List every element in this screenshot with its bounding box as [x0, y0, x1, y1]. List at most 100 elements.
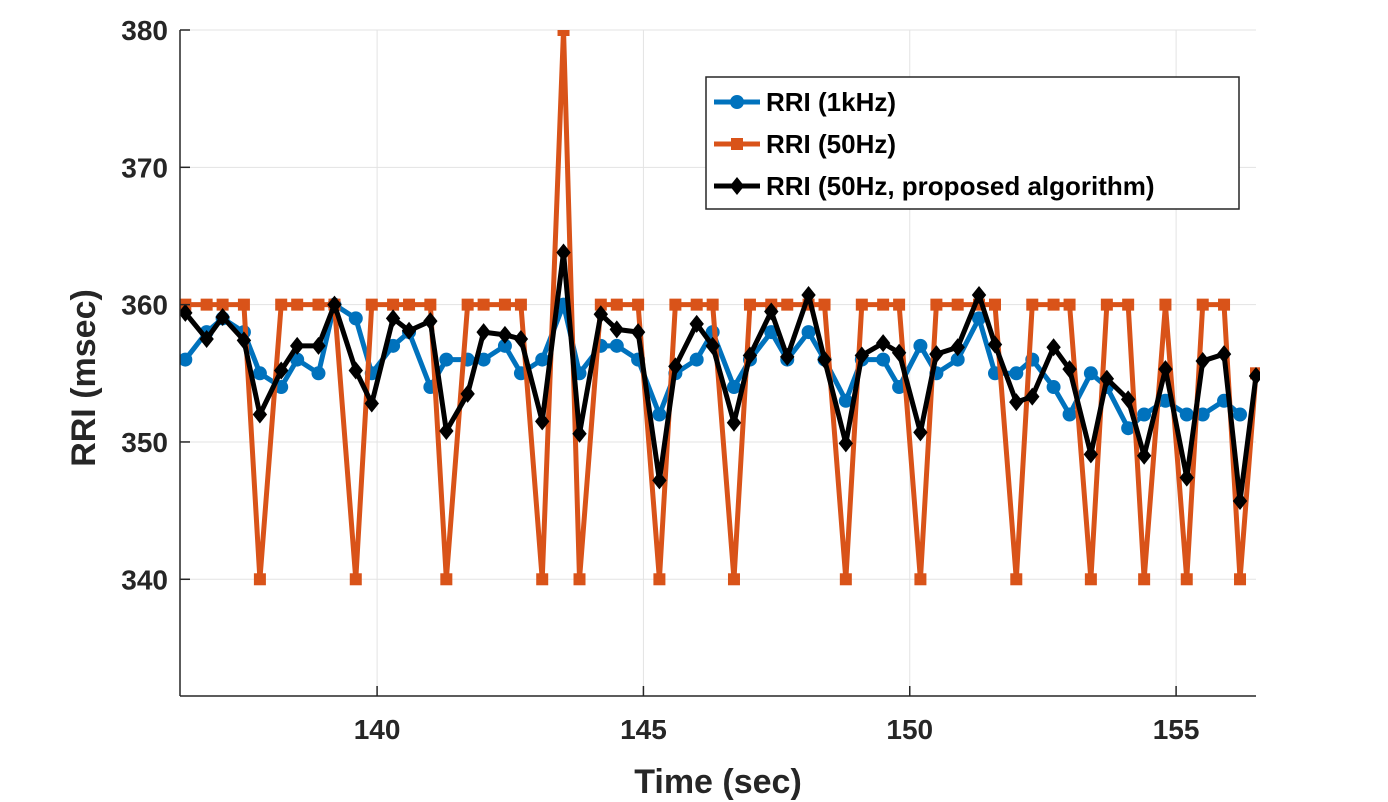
- legend-swatch-marker: [729, 177, 745, 195]
- data-point-rri-50hz: [1100, 298, 1113, 311]
- data-point-rri-50hz-proposed: [311, 336, 326, 355]
- data-point-rri-50hz: [669, 298, 682, 311]
- data-point-rri-1khz: [252, 366, 267, 381]
- data-point-rri-1khz: [1233, 407, 1248, 422]
- data-point-rri-50hz: [424, 298, 437, 311]
- data-point-rri-50hz-proposed: [780, 347, 795, 366]
- data-point-rri-50hz-proposed: [348, 361, 363, 380]
- data-point-rri-50hz-proposed: [180, 303, 193, 322]
- data-point-rri-50hz-proposed: [817, 350, 832, 369]
- data-point-rri-50hz-proposed: [1248, 367, 1260, 386]
- data-point-rri-1khz: [1083, 366, 1098, 381]
- data-point-rri-50hz-proposed: [705, 336, 720, 355]
- data-point-rri-1khz: [1009, 366, 1024, 381]
- data-point-rri-50hz: [988, 298, 1001, 311]
- data-point-rri-1khz: [913, 338, 928, 353]
- data-point-rri-50hz-proposed: [801, 286, 816, 305]
- data-point-rri-50hz: [930, 298, 943, 311]
- data-point-rri-50hz: [237, 298, 250, 311]
- data-point-rri-50hz-proposed: [289, 336, 305, 355]
- data-point-rri-50hz: [477, 298, 490, 311]
- legend-swatch-marker: [730, 95, 744, 109]
- y-axis-label: RRI (msec): [65, 289, 103, 467]
- data-point-rri-50hz-proposed: [1179, 468, 1194, 487]
- data-point-rri-50hz: [253, 573, 266, 586]
- data-point-rri-50hz-proposed: [199, 329, 214, 348]
- data-point-rri-50hz-proposed: [652, 471, 667, 490]
- data-point-rri-50hz-proposed: [891, 343, 907, 362]
- data-point-rri-50hz-proposed: [875, 334, 891, 353]
- data-point-rri-50hz-proposed: [1046, 338, 1061, 357]
- data-point-rri-50hz: [743, 298, 756, 311]
- series-line-rri-50hz: [185, 30, 1259, 582]
- data-point-rri-50hz-proposed: [215, 307, 230, 326]
- legend-swatch-marker: [731, 138, 743, 150]
- data-point-rri-50hz: [498, 298, 511, 311]
- legend-entry-rri-50hz-proposed: RRI (50Hz, proposed algorithm): [714, 171, 1155, 201]
- legend-entry-rri-50hz: RRI (50Hz): [714, 129, 896, 159]
- x-axis-label: Time (sec): [634, 763, 802, 801]
- data-point-rri-50hz: [1234, 573, 1247, 586]
- data-point-rri-50hz-proposed: [929, 345, 944, 364]
- data-point-rri-50hz-proposed: [609, 320, 624, 339]
- legend-label: RRI (1kHz): [766, 87, 896, 117]
- data-point-rri-50hz-proposed: [630, 323, 646, 342]
- data-point-rri-50hz-proposed: [401, 321, 417, 340]
- data-point-rri-1khz: [689, 352, 704, 367]
- data-point-rri-50hz: [914, 573, 927, 586]
- data-point-rri-50hz: [573, 573, 586, 586]
- data-point-rri-50hz: [1122, 298, 1135, 311]
- data-point-rri-1khz: [652, 407, 667, 422]
- data-point-rri-50hz: [1218, 298, 1231, 311]
- data-point-rri-50hz: [514, 298, 527, 311]
- data-point-rri-50hz: [653, 573, 666, 586]
- data-point-rri-50hz-proposed: [274, 361, 289, 380]
- data-point-rri-50hz-proposed: [1062, 360, 1077, 379]
- data-point-rri-50hz: [893, 298, 906, 311]
- data-point-rri-50hz-proposed: [1232, 492, 1248, 511]
- data-point-rri-50hz: [818, 298, 831, 311]
- data-point-rri-1khz: [348, 311, 363, 326]
- data-point-rri-50hz: [877, 298, 890, 311]
- data-point-rri-50hz: [690, 298, 703, 311]
- data-point-rri-50hz: [387, 298, 400, 311]
- y-tick-label: 350: [121, 427, 168, 458]
- data-point-rri-50hz-proposed: [1195, 351, 1210, 370]
- data-point-rri-50hz: [839, 573, 852, 586]
- data-point-rri-1khz: [609, 338, 624, 353]
- data-point-rri-50hz-proposed: [572, 424, 587, 443]
- data-point-rri-1khz: [180, 352, 193, 367]
- data-point-rri-50hz-proposed: [1136, 446, 1152, 465]
- data-point-rri-50hz-proposed: [364, 394, 379, 413]
- data-point-rri-50hz-proposed: [593, 305, 609, 324]
- data-point-rri-50hz: [781, 298, 794, 311]
- x-tick-label: 145: [620, 714, 667, 745]
- data-point-rri-50hz-proposed: [854, 346, 870, 365]
- y-tick-label: 340: [121, 564, 168, 595]
- data-point-rri-1khz: [439, 352, 454, 367]
- data-point-rri-50hz: [349, 573, 362, 586]
- data-point-rri-50hz-proposed: [1083, 445, 1099, 464]
- data-point-rri-1khz: [726, 380, 741, 395]
- data-point-rri-50hz: [536, 573, 549, 586]
- series-rri-50hz-proposed: [180, 243, 1260, 511]
- data-point-rri-50hz-proposed: [476, 323, 491, 342]
- data-point-rri-50hz-proposed: [1216, 345, 1232, 364]
- legend-entry-rri-1khz: RRI (1kHz): [714, 87, 896, 117]
- data-point-rri-50hz-proposed: [535, 412, 550, 431]
- data-point-rri-50hz: [275, 298, 288, 311]
- data-point-rri-50hz-proposed: [439, 421, 454, 440]
- data-point-rri-1khz: [535, 352, 550, 367]
- y-tick-label: 360: [121, 290, 168, 321]
- legend-label: RRI (50Hz): [766, 129, 896, 159]
- data-point-rri-50hz-proposed: [689, 314, 704, 333]
- data-point-rri-50hz: [291, 298, 304, 311]
- data-point-rri-50hz-proposed: [513, 329, 529, 348]
- data-point-rri-50hz-proposed: [460, 384, 475, 403]
- data-point-rri-50hz-proposed: [913, 423, 928, 442]
- legend-label: RRI (50Hz, proposed algorithm): [766, 171, 1155, 201]
- data-point-rri-50hz-proposed: [1009, 393, 1024, 412]
- data-point-rri-1khz: [1179, 407, 1194, 422]
- data-point-rri-1khz: [311, 366, 326, 381]
